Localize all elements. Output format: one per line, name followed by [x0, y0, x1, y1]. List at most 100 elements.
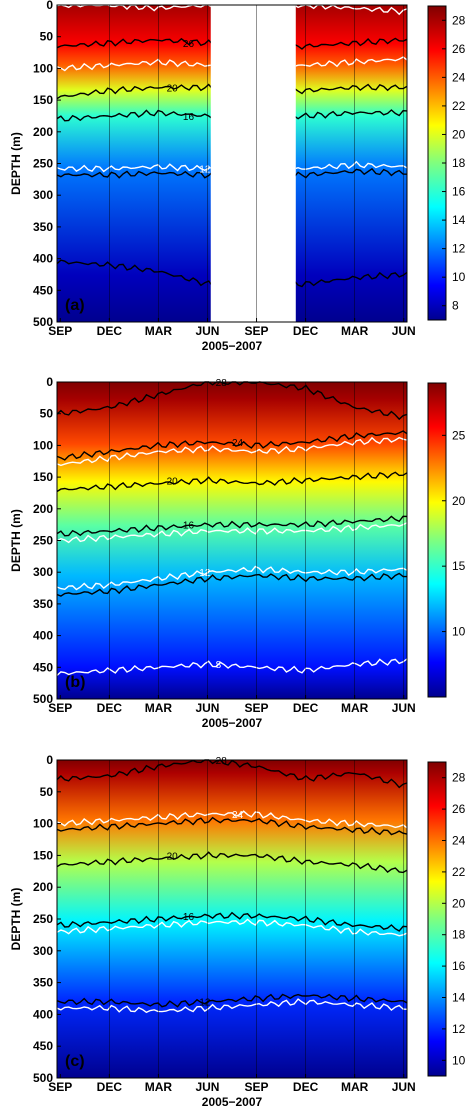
y-tick-label: 250 [33, 912, 53, 926]
colorbar-tick-label: 20 [452, 896, 466, 910]
x-tick-label: SEP [245, 324, 269, 338]
y-axis-label: DEPTH (m) [9, 509, 23, 572]
isotherm-label-16: 16 [183, 112, 195, 123]
isotherm-16-black [56, 515, 408, 537]
isotherm-8-white [56, 658, 408, 677]
isotherm-label-12: 12 [199, 568, 211, 579]
isotherm-12-black [56, 993, 408, 1008]
x-tick-label: JUN [195, 324, 219, 338]
x-tick-label: JUN [392, 701, 416, 715]
x-tick-label: DEC [97, 1080, 123, 1094]
x-tick-label: SEP [48, 324, 72, 338]
isotherm-20-black [56, 851, 408, 874]
y-tick-label: 0 [46, 0, 53, 12]
panel-label: (b) [65, 674, 85, 691]
y-tick-label: 200 [33, 125, 53, 139]
x-tick-label: JUN [195, 701, 219, 715]
y-tick-label: 350 [33, 597, 53, 611]
y-tick-label: 200 [33, 502, 53, 516]
isotherm-28-black [56, 759, 408, 789]
colorbar-tick-label: 10 [452, 270, 466, 284]
isotherm-label-20: 20 [167, 851, 179, 862]
isotherm-12-white [56, 998, 408, 1014]
colorbar-tick-label: 10 [452, 1053, 466, 1067]
isotherm-label-20: 20 [167, 83, 179, 94]
colorbar-tick-label: 16 [452, 185, 466, 199]
isotherm-label-16: 16 [183, 912, 195, 923]
y-tick-label: 400 [33, 629, 53, 643]
colorbar [427, 382, 447, 698]
colorbar-tick-label: 20 [452, 127, 466, 141]
colorbar-tick-label: 20 [452, 494, 466, 508]
y-tick-label: 500 [33, 1071, 53, 1085]
isotherm-16-white [56, 522, 408, 544]
colorbar-tick-label: 28 [452, 771, 466, 785]
y-tick-label: 300 [33, 565, 53, 579]
x-axis-label: 2005−2007 [202, 339, 263, 353]
colorbar-tick-label: 26 [452, 802, 466, 816]
isotherm-label-16: 16 [183, 521, 195, 532]
x-tick-label: SEP [245, 701, 269, 715]
colorbar-tick-label: 14 [452, 991, 466, 1005]
y-tick-label: 500 [33, 692, 53, 706]
isotherm-label-28: 28 [216, 756, 228, 767]
x-tick-label: MAR [341, 1080, 369, 1094]
isotherm-label-24: 24 [232, 438, 244, 449]
y-tick-label: 250 [33, 534, 53, 548]
y-tick-label: 0 [46, 753, 53, 767]
panel-label: (c) [65, 1053, 85, 1070]
x-axis-label: 2005−2007 [202, 1095, 263, 1109]
y-tick-label: 450 [33, 1039, 53, 1053]
isotherm-16-black [56, 911, 408, 932]
panel-label: (a) [65, 297, 85, 314]
colorbar-tick-label: 26 [452, 42, 466, 56]
x-tick-label: MAR [145, 1080, 173, 1094]
x-tick-label: JUN [195, 1080, 219, 1094]
isotherm-20-black [56, 471, 408, 493]
x-tick-label: JUN [392, 324, 416, 338]
y-tick-label: 50 [40, 785, 54, 799]
y-tick-label: 50 [40, 30, 54, 44]
x-tick-label: SEP [48, 701, 72, 715]
y-tick-label: 450 [33, 283, 53, 297]
x-tick-label: MAR [145, 324, 173, 338]
x-tick-label: SEP [48, 1080, 72, 1094]
y-tick-label: 150 [33, 848, 53, 862]
y-tick-label: 300 [33, 944, 53, 958]
y-tick-label: 50 [40, 407, 54, 421]
colorbar-tick-label: 14 [452, 213, 466, 227]
y-tick-label: 100 [33, 61, 53, 75]
y-axis-label: DEPTH (m) [9, 132, 23, 195]
colorbar-tick-label: 18 [452, 928, 466, 942]
isotherm-24-black [56, 430, 408, 461]
x-tick-label: JUN [392, 1080, 416, 1094]
isotherm-label-12: 12 [199, 165, 211, 176]
x-tick-label: SEP [245, 1080, 269, 1094]
y-tick-label: 400 [33, 252, 53, 266]
y-tick-label: 500 [33, 315, 53, 329]
isotherm-24-black [56, 816, 408, 836]
panel-1: 28 26 24 20 16 12 SEP DEC MAR JUN SEP DEC MAR JUN 0 50 1… [9, 0, 466, 353]
y-axis-label: DEPTH (m) [9, 888, 23, 951]
colorbar-tick-label: 28 [452, 13, 466, 27]
colorbar-tick-label: 22 [452, 865, 466, 879]
y-tick-label: 200 [33, 880, 53, 894]
panel-2: 28 24 20 16 12 8 SEP DEC MAR JUN SEP DEC MAR JUN 0 50 10… [9, 375, 466, 730]
y-tick-label: 400 [33, 1007, 53, 1021]
colorbar-tick-label: 25 [452, 428, 466, 442]
isotherm-label-28: 28 [216, 378, 228, 389]
x-tick-label: DEC [97, 701, 123, 715]
colorbar-tick-label: 12 [452, 242, 466, 256]
panel-3: 28 24 20 16 12 SEP DEC MAR JUN SEP DEC MAR JUN 0 50 100… [9, 753, 466, 1109]
temperature-field [57, 382, 407, 699]
colorbar-tick-label: 8 [452, 299, 459, 313]
y-tick-label: 100 [33, 438, 53, 452]
y-tick-label: 100 [33, 817, 53, 831]
isotherm-24-white [56, 436, 408, 467]
y-tick-label: 350 [33, 220, 53, 234]
y-tick-label: 250 [33, 157, 53, 171]
y-tick-label: 150 [33, 470, 53, 484]
isotherm-12-black [56, 572, 408, 597]
x-tick-label: MAR [341, 324, 369, 338]
y-tick-label: 450 [33, 660, 53, 674]
